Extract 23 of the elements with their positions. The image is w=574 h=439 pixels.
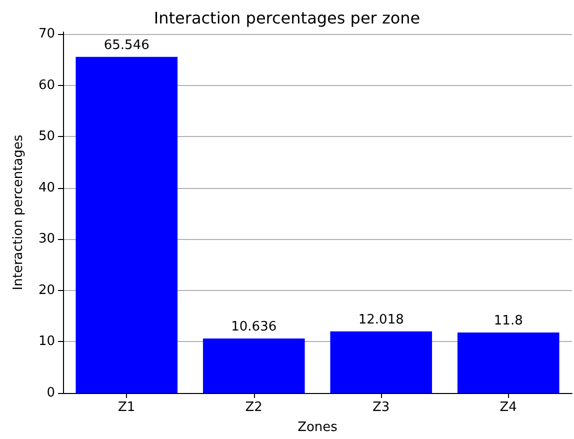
x-axis-title: Zones: [298, 420, 338, 435]
y-tick-label: 70: [38, 26, 55, 42]
y-tick-label: 50: [38, 129, 55, 144]
data-label: 12.018: [358, 312, 404, 328]
data-label: 10.636: [231, 319, 277, 334]
y-tick-label: 30: [38, 232, 55, 247]
y-tick-label: 20: [38, 282, 55, 298]
y-tick-label: 0: [46, 386, 55, 400]
x-tick-label: Z3: [372, 400, 390, 415]
x-tick-label: Z1: [118, 400, 136, 415]
data-label: 11.8: [494, 313, 523, 328]
bar: [76, 56, 178, 393]
y-tick-label: 60: [38, 78, 55, 93]
bar: [202, 338, 305, 393]
x-tick-label: Z4: [500, 400, 517, 415]
y-axis-title: Interaction percentages: [11, 134, 26, 290]
bar: [330, 331, 432, 393]
data-label: 65.546: [104, 38, 150, 53]
y-tick-label: 10: [38, 334, 55, 350]
bar: [457, 332, 560, 393]
y-tick-label: 40: [38, 180, 55, 196]
chart-title: Interaction percentages per zone: [154, 8, 420, 28]
x-tick-label: Z2: [245, 400, 262, 415]
